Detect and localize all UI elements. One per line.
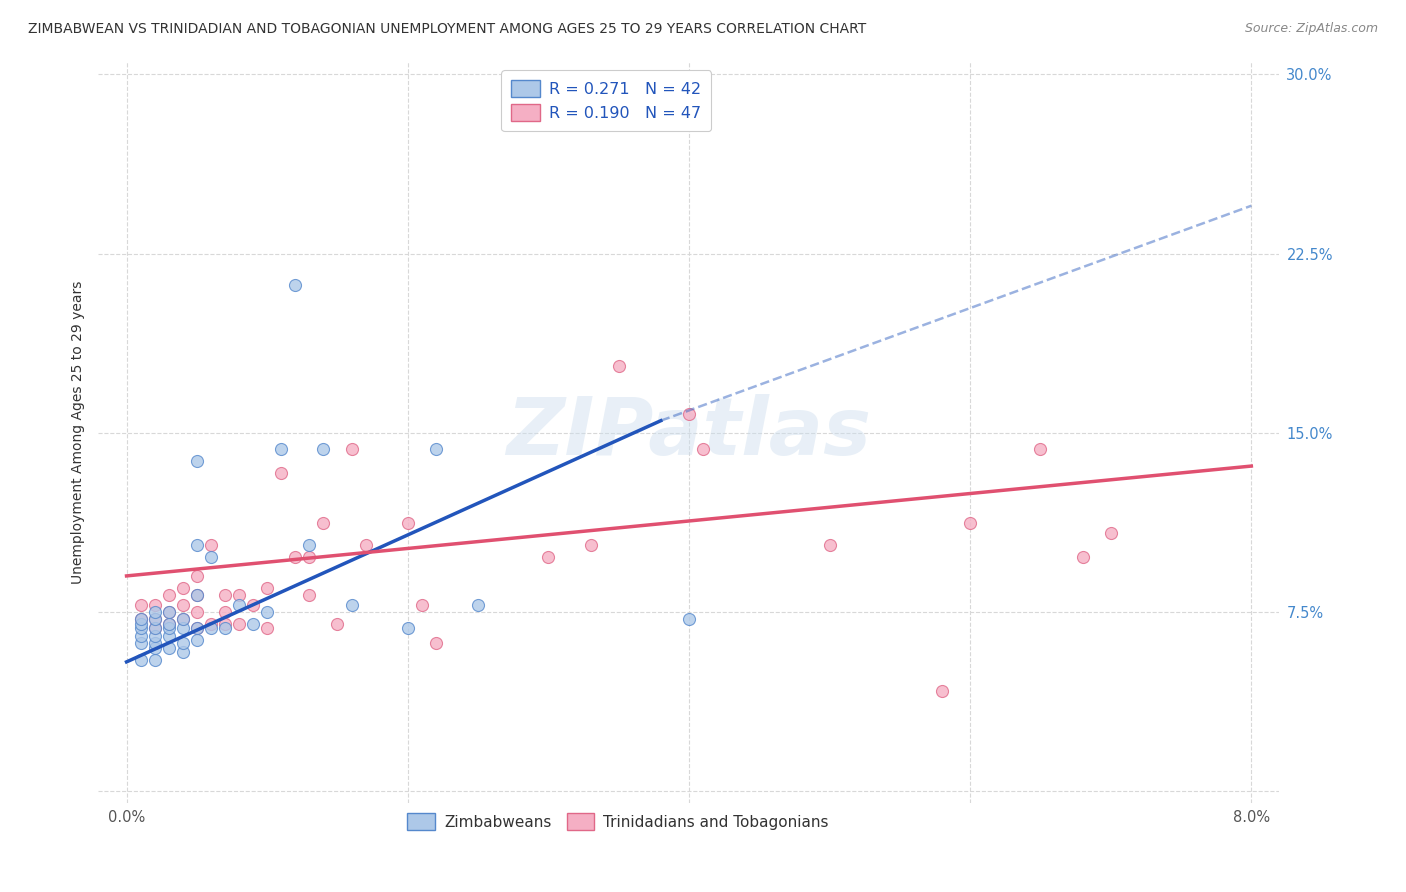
Point xyxy=(214,616,236,631)
Point xyxy=(143,640,166,655)
Text: ZIMBABWEAN VS TRINIDADIAN AND TOBAGONIAN UNEMPLOYMENT AMONG AGES 25 TO 29 YEARS : ZIMBABWEAN VS TRINIDADIAN AND TOBAGONIAN… xyxy=(28,22,866,37)
Point xyxy=(214,605,236,619)
Point xyxy=(818,538,841,552)
Point xyxy=(298,549,321,564)
Point xyxy=(157,588,180,602)
Point xyxy=(172,622,194,636)
Point xyxy=(143,598,166,612)
Point xyxy=(354,538,377,552)
Point xyxy=(157,640,180,655)
Point xyxy=(537,549,560,564)
Text: Source: ZipAtlas.com: Source: ZipAtlas.com xyxy=(1244,22,1378,36)
Point xyxy=(228,588,250,602)
Point xyxy=(678,612,700,626)
Point xyxy=(1071,549,1094,564)
Point xyxy=(157,605,180,619)
Point xyxy=(256,605,278,619)
Point xyxy=(129,622,152,636)
Point xyxy=(143,636,166,650)
Point xyxy=(186,588,208,602)
Point xyxy=(340,598,363,612)
Point xyxy=(931,683,953,698)
Point xyxy=(425,636,447,650)
Point xyxy=(143,622,166,636)
Point xyxy=(340,442,363,457)
Point xyxy=(326,616,349,631)
Point xyxy=(129,636,152,650)
Point xyxy=(200,549,222,564)
Point xyxy=(228,616,250,631)
Text: ZIPatlas: ZIPatlas xyxy=(506,393,872,472)
Point xyxy=(242,598,264,612)
Point xyxy=(186,633,208,648)
Point xyxy=(186,622,208,636)
Point xyxy=(186,569,208,583)
Point xyxy=(467,598,489,612)
Point xyxy=(143,652,166,666)
Point xyxy=(411,598,433,612)
Legend: Zimbabweans, Trinidadians and Tobagonians: Zimbabweans, Trinidadians and Tobagonian… xyxy=(401,807,835,836)
Point xyxy=(172,645,194,659)
Point xyxy=(298,588,321,602)
Point xyxy=(157,616,180,631)
Point xyxy=(143,622,166,636)
Point xyxy=(1099,525,1122,540)
Point xyxy=(129,598,152,612)
Point xyxy=(129,629,152,643)
Point xyxy=(270,442,292,457)
Point xyxy=(214,588,236,602)
Point xyxy=(284,277,307,292)
Point xyxy=(129,612,152,626)
Point xyxy=(692,442,714,457)
Point xyxy=(312,516,335,531)
Point xyxy=(172,612,194,626)
Point xyxy=(579,538,602,552)
Point xyxy=(396,516,419,531)
Point xyxy=(270,467,292,481)
Point xyxy=(157,622,180,636)
Point xyxy=(143,612,166,626)
Point xyxy=(678,407,700,421)
Point xyxy=(425,442,447,457)
Point xyxy=(186,588,208,602)
Point xyxy=(172,636,194,650)
Point xyxy=(129,616,152,631)
Point xyxy=(172,612,194,626)
Point xyxy=(284,549,307,564)
Point xyxy=(607,359,630,373)
Point xyxy=(157,616,180,631)
Point xyxy=(298,538,321,552)
Point xyxy=(242,616,264,631)
Point xyxy=(129,612,152,626)
Point xyxy=(172,581,194,595)
Point xyxy=(256,622,278,636)
Point xyxy=(959,516,981,531)
Point xyxy=(157,629,180,643)
Point xyxy=(143,629,166,643)
Point xyxy=(186,622,208,636)
Point xyxy=(143,612,166,626)
Point xyxy=(186,605,208,619)
Point xyxy=(200,622,222,636)
Point xyxy=(312,442,335,457)
Point xyxy=(200,538,222,552)
Point xyxy=(186,538,208,552)
Point xyxy=(186,454,208,468)
Point xyxy=(214,622,236,636)
Point xyxy=(172,598,194,612)
Point xyxy=(129,652,152,666)
Point xyxy=(200,616,222,631)
Point xyxy=(1029,442,1052,457)
Point xyxy=(143,605,166,619)
Point xyxy=(256,581,278,595)
Point xyxy=(396,622,419,636)
Point xyxy=(157,605,180,619)
Y-axis label: Unemployment Among Ages 25 to 29 years: Unemployment Among Ages 25 to 29 years xyxy=(70,281,84,584)
Point xyxy=(228,598,250,612)
